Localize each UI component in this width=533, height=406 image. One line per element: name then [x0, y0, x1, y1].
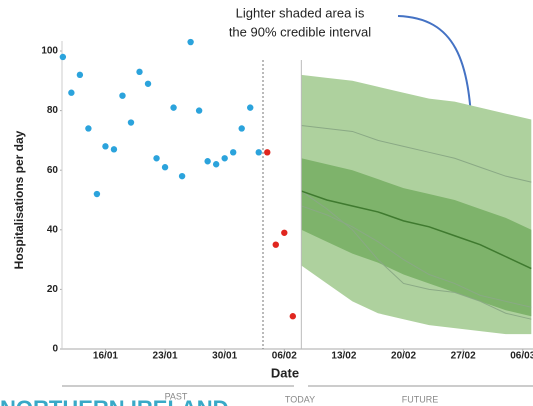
- data-point: [289, 313, 297, 320]
- x-tick-label: 16/01: [93, 351, 118, 362]
- x-tick-label: 06/03: [510, 351, 533, 362]
- data-point: [85, 125, 92, 132]
- y-tick-label: 100: [41, 46, 58, 57]
- x-tick-label: 06/02: [272, 351, 297, 362]
- data-point: [272, 241, 279, 248]
- data-point: [76, 71, 84, 79]
- data-point: [195, 107, 203, 114]
- y-axis-label: Hospitalisations per day: [12, 130, 26, 269]
- data-point: [238, 125, 245, 132]
- x-tick-label: 23/01: [153, 351, 178, 362]
- data-point: [127, 119, 135, 126]
- y-tick-label: 20: [47, 284, 59, 295]
- y-tick-label: 80: [47, 105, 59, 116]
- x-tick-label: 13/02: [331, 351, 356, 362]
- data-point: [281, 229, 288, 236]
- chart-title: NORTHERN IRELAND: [0, 396, 229, 406]
- x-tick-label: 27/02: [451, 351, 476, 362]
- data-point: [187, 38, 194, 46]
- data-point: [178, 172, 186, 180]
- x-tick-label: 20/02: [391, 351, 416, 362]
- data-point: [255, 149, 262, 156]
- x-tick-label: 30/01: [212, 351, 237, 362]
- period-label: FUTURE: [402, 394, 439, 404]
- data-point: [221, 155, 228, 162]
- data-point: [264, 149, 271, 156]
- annotation: Lighter shaded area is: [236, 5, 365, 20]
- y-tick-label: 60: [47, 165, 59, 176]
- period-label: PAST: [165, 391, 188, 401]
- annotation: the 90% credible interval: [229, 24, 371, 39]
- data-point: [136, 68, 143, 76]
- data-point: [229, 149, 237, 156]
- data-point: [204, 158, 211, 165]
- data-point: [170, 104, 177, 111]
- data-point: [110, 146, 118, 153]
- data-point: [68, 89, 75, 96]
- median-line: [301, 190, 532, 270]
- data-point: [119, 92, 126, 99]
- data-point: [212, 161, 220, 168]
- data-point: [59, 53, 67, 61]
- data-point: [161, 164, 169, 171]
- data-point: [247, 104, 254, 111]
- data-point: [93, 190, 101, 198]
- x-axis-label: Date: [271, 365, 299, 380]
- sample-line: [301, 205, 532, 308]
- data-point: [144, 80, 152, 87]
- data-point: [153, 155, 160, 162]
- data-point: [102, 143, 109, 150]
- y-tick-label: 0: [52, 344, 58, 355]
- y-tick-label: 40: [47, 224, 59, 235]
- ci50-band: [301, 158, 532, 317]
- sample-line: [301, 190, 532, 320]
- sample-line: [301, 125, 532, 183]
- period-label: TODAY: [285, 394, 315, 404]
